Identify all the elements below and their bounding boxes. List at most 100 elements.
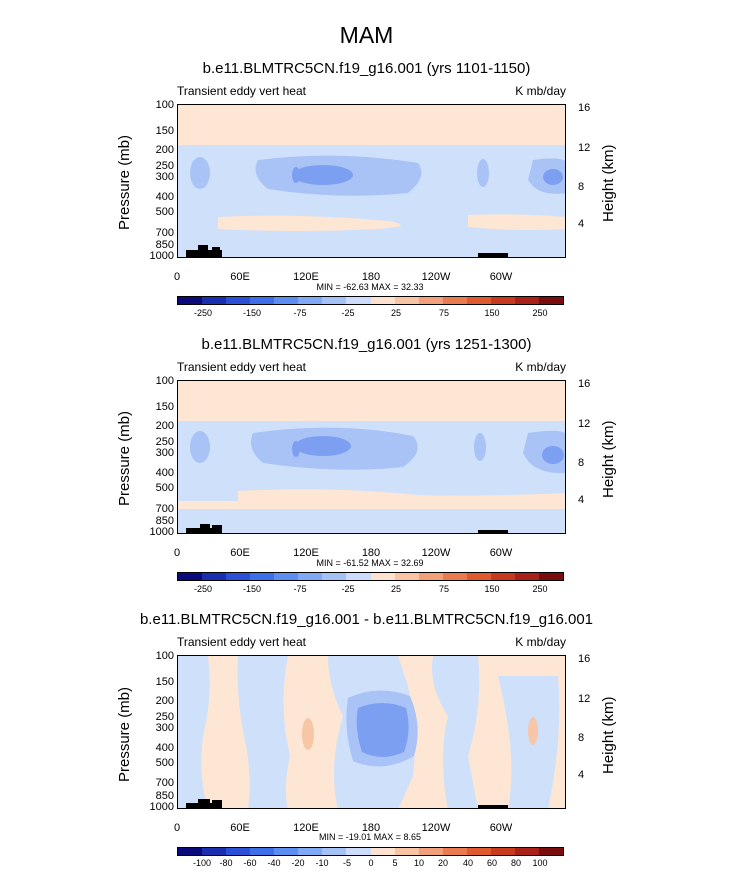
colorbar-swatch: [322, 573, 347, 580]
p2-ytick-850: 850: [155, 515, 174, 527]
p3-cbtick-7: -5: [342, 858, 351, 868]
p3-cbtick-6: -10: [315, 858, 329, 868]
colorbar-swatch: [202, 573, 227, 580]
colorbar-swatch: [370, 573, 395, 580]
p2-ytick-400: 400: [155, 467, 174, 479]
panel-3-stats: MIN = -19.01 MAX = 8.65: [318, 832, 422, 842]
panel-2-stats: MIN = -61.52 MAX = 32.69: [316, 558, 424, 568]
colorbar-swatch: [250, 848, 275, 855]
p1-xtick-120E: 120E: [293, 271, 319, 283]
p1-ytick-250: 250: [155, 160, 174, 172]
p3-ytick-700: 700: [155, 777, 174, 789]
colorbar-swatch: [442, 848, 467, 855]
p2-xtick-120E: 120E: [293, 547, 319, 559]
p3-cbtick-11: 20: [437, 858, 448, 868]
colorbar-swatch: [322, 848, 347, 855]
colorbar-swatch: [490, 848, 515, 855]
panel-3-title: b.e11.BLMTRC5CN.f19_g16.001 - b.e11.BLMT…: [139, 611, 594, 628]
panel-2-ylabel: Pressure (mb): [116, 410, 133, 506]
p2-ytick-300: 300: [155, 447, 174, 459]
colorbar-swatch: [394, 573, 419, 580]
p1-xtick-0: 0: [173, 271, 181, 283]
p2-cbtick-6: 75: [438, 584, 449, 594]
colorbar-swatch: [442, 297, 467, 304]
panel-3-ylabel: Pressure (mb): [116, 686, 133, 782]
p1-htick-8: 8: [578, 181, 585, 193]
main-title: MAM: [339, 22, 394, 48]
p3-xtick-60E: 60E: [230, 822, 250, 834]
p3-cbtick-8: 0: [368, 858, 374, 868]
p3-ytick-150: 150: [155, 676, 174, 688]
p1-xtick-180: 180: [361, 271, 381, 283]
p3-cbtick-5: -20: [291, 858, 305, 868]
colorbar-swatch: [538, 573, 563, 580]
panel-1-stats: MIN = -62.63 MAX = 32.33: [316, 282, 424, 292]
panel-2-title: b.e11.BLMTRC5CN.f19_g16.001 (yrs 1251-13…: [201, 336, 532, 353]
p1-ytick-1000: 1000: [149, 250, 174, 262]
p3-ytick-500: 500: [155, 757, 174, 769]
p3-xtick-180: 180: [361, 822, 381, 834]
p3-ytick-1000: 1000: [149, 801, 174, 813]
colorbar-swatch: [418, 573, 443, 580]
p3-cbtick-9: 5: [392, 858, 398, 868]
p2-xtick-60E: 60E: [230, 547, 250, 559]
p3-htick-8: 8: [578, 732, 585, 744]
p1-ytick-700: 700: [155, 227, 174, 239]
p3-cbtick-13: 60: [486, 858, 497, 868]
colorbar-swatch: [274, 848, 299, 855]
p2-htick-4: 4: [578, 494, 585, 506]
p2-ytick-150: 150: [155, 401, 174, 413]
p1-xtick-120W: 120W: [421, 271, 451, 283]
colorbar-swatch: [394, 848, 419, 855]
p3-cbtick-3: -60: [243, 858, 257, 868]
colorbar-swatch: [418, 297, 443, 304]
colorbar-swatch: [274, 573, 299, 580]
colorbar-swatch: [538, 297, 563, 304]
p3-cbtick-4: -40: [267, 858, 281, 868]
colorbar-swatch: [346, 848, 371, 855]
p2-cbtick-4: -25: [341, 584, 355, 594]
p3-htick-12: 12: [578, 693, 591, 705]
p2-ytick-100: 100: [155, 375, 174, 387]
p2-htick-8: 8: [578, 457, 585, 469]
p3-cbtick-15: 100: [532, 858, 548, 868]
colorbar-swatch: [298, 848, 323, 855]
p3-xtick-120W: 120W: [421, 822, 451, 834]
panel-1-ylabel: Pressure (mb): [116, 134, 133, 230]
p2-ytick-1000: 1000: [149, 526, 174, 538]
colorbar-swatch: [514, 297, 539, 304]
colorbar-swatch: [178, 297, 203, 304]
colorbar-swatch: [274, 297, 299, 304]
p2-cbtick-3: -75: [293, 584, 307, 594]
colorbar-swatch: [466, 573, 491, 580]
p3-cbtick-10: 10: [413, 858, 424, 868]
p3-xtick-120E: 120E: [293, 822, 319, 834]
colorbar-swatch: [226, 297, 251, 304]
p1-ytick-150: 150: [155, 125, 174, 137]
panel-3-variable-label: Transient eddy vert heat: [177, 635, 306, 649]
p1-htick-4: 4: [578, 218, 585, 230]
colorbar-swatch: [226, 573, 251, 580]
p1-ytick-400: 400: [155, 191, 174, 203]
p3-xtick-0: 0: [173, 822, 181, 834]
colorbar-swatch: [490, 297, 515, 304]
p3-ytick-200: 200: [155, 695, 174, 707]
colorbar-swatch: [202, 297, 227, 304]
p3-cbtick-1: -100: [192, 858, 211, 868]
colorbar-swatch: [418, 848, 443, 855]
p2-cbtick-5: 25: [390, 584, 401, 594]
p2-ytick-700: 700: [155, 503, 174, 515]
p2-ytick-500: 500: [155, 482, 174, 494]
p3-ytick-100: 100: [155, 650, 174, 662]
p2-htick-12: 12: [578, 418, 591, 430]
p2-ytick-250: 250: [155, 436, 174, 448]
panel-2-colorbar: [177, 572, 564, 581]
p3-ytick-300: 300: [155, 722, 174, 734]
colorbar-swatch: [202, 848, 227, 855]
p3-ytick-400: 400: [155, 742, 174, 754]
p1-cbtick-3: -75: [293, 308, 307, 318]
p3-xtick-60W: 60W: [489, 822, 513, 834]
colorbar-swatch: [322, 297, 347, 304]
colorbar-swatch: [514, 573, 539, 580]
p2-xtick-180: 180: [361, 547, 381, 559]
